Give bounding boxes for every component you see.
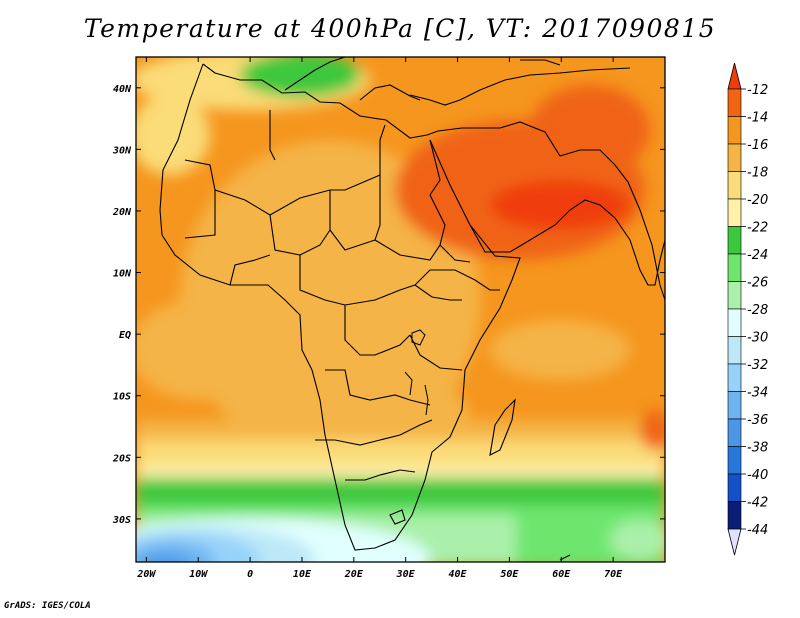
lon-tick-label: 70E [604,569,623,580]
colorbar-swatch [727,198,742,227]
colorbar-label: -42 [747,496,768,511]
colorbar-label: -28 [747,303,768,318]
colorbar-top-arrow [727,62,742,90]
lat-tick-label: 10N [113,269,132,280]
lat-tick-label: 20S [112,453,131,464]
colorbar-swatch [727,253,742,282]
colorbar-swatch [727,308,742,337]
colorbar-label: -44 [747,523,768,538]
coastlines [159,57,665,551]
colorbar-label: -18 [747,166,768,181]
lon-tick-label: 0 [247,569,253,580]
colorbar-label: -12 [747,83,768,98]
lon-tick-label: 10W [189,569,208,580]
colorbar-label: -34 [747,386,768,401]
colorbar-swatch [727,88,742,117]
colorbar-swatch [727,143,742,172]
colorbar-swatch [727,171,742,200]
lon-tick-label: 20W [136,569,156,580]
colorbar-bottom-arrow [727,528,742,556]
colorbar-swatch [727,336,742,365]
colorbar-label: -26 [747,276,768,291]
colorbar-swatch [727,391,742,420]
lat-tick-label: EQ [119,330,131,341]
colorbar-label: -14 [747,111,768,126]
lon-tick-label: 60E [552,569,571,580]
lon-tick-label: 20E [344,569,364,580]
colorbar-label: -16 [747,138,768,153]
lat-tick-label: 20N [112,207,132,218]
colorbar-swatch [727,473,742,502]
colorbar-swatch [727,116,742,145]
colorbar-label: -22 [747,221,768,236]
grads-credit: GrADS: IGES/COLA [4,601,91,611]
colorbar-swatch [727,418,742,447]
colorbar-swatch [727,226,742,255]
map-frame [135,56,666,563]
lat-tick-label: 40N [113,84,132,95]
temperature-field [136,57,665,562]
map-title: Temperature at 400hPa [C], VT: 201709081… [83,14,717,43]
longitude-axis: 20W 10W 0 10E 20E 30E 40E 50E 60E 70E [136,57,623,580]
latitude-axis: 40N 30N 20N 10N EQ 10S 20S 30S [112,84,665,526]
colorbar-swatch [727,281,742,310]
colorbar-swatch [727,363,742,392]
lon-tick-label: 10E [293,569,312,580]
colorbar-label: -40 [747,468,768,483]
lat-tick-label: 30N [112,145,132,156]
colorbar-label: -20 [747,193,768,208]
lat-tick-label: 10S [113,392,131,403]
colorbar-label: -36 [747,413,768,428]
lat-tick-label: 30S [112,515,131,526]
colorbar-label: -24 [747,248,768,263]
lon-tick-label: 30E [396,569,416,580]
lon-tick-label: 40E [449,569,468,580]
colorbar: -12 -14 -16 -18 -20 -22 -24 -26 -28 -30 -32 -34 -36 -… [727,62,768,556]
lon-tick-label: 50E [500,569,519,580]
colorbar-swatch [727,446,742,475]
colorbar-label: -38 [747,441,768,456]
colorbar-label: -30 [747,331,768,346]
colorbar-label: -32 [747,358,768,373]
colorbar-swatch [727,501,742,530]
